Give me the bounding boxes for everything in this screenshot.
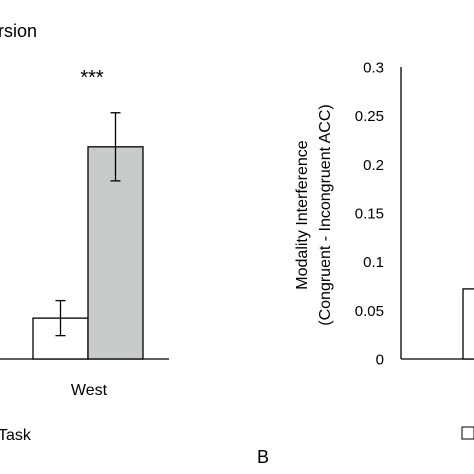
right-panel: Modality Interference (Congruent - Incon… [257,60,474,467]
right-y-tick-0: 0 [376,352,384,369]
right-y-tick-2: 0.1 [363,254,384,271]
panel-label-b: B [257,447,269,467]
left-significance-label: *** [80,67,104,89]
left-title-fragment: rsion [0,21,37,41]
left-legend-fragment: Task [0,427,32,444]
right-bar-1 [462,288,474,360]
right-y-tick-1: 0.05 [355,303,384,320]
right-y-tick-6: 0.3 [363,60,384,77]
left-panel: rsion *** West Task [0,21,169,444]
left-bar-west-2 [87,146,144,360]
right-y-tick-5: 0.25 [355,108,384,125]
right-y-tick-4: 0.2 [363,157,384,174]
right-y-axis-label-line1: Modality Interference [294,140,311,290]
right-legend-swatch-fragment [461,426,474,440]
left-x-tick-west: West [71,382,108,399]
right-y-axis-label-line2: (Congruent - Incongruent ACC) [317,104,334,325]
right-y-tick-3: 0.15 [355,206,384,223]
